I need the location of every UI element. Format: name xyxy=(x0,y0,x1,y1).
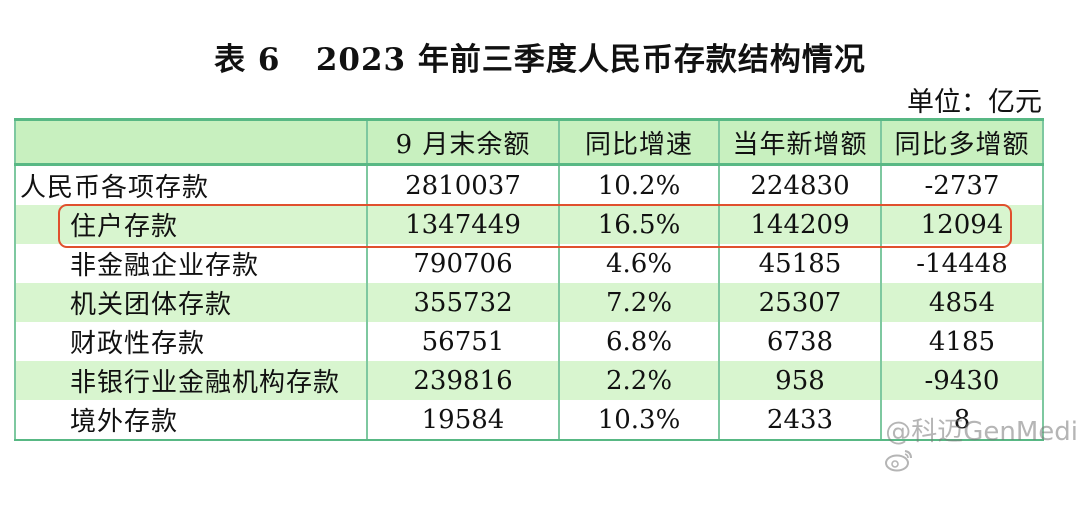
cell-balance: 1347449 xyxy=(366,205,560,244)
cell-yoy-more: 12094 xyxy=(880,205,1044,244)
header-new-increase: 当年新增额 xyxy=(718,118,882,166)
cell-yoy-growth: 6.8% xyxy=(558,322,720,361)
table-header-row: 9 月末余额 同比增速 当年新增额 同比多增额 xyxy=(14,118,1044,166)
row-label: 非银行业金融机构存款 xyxy=(14,361,368,400)
cell-new-increase: 224830 xyxy=(718,164,882,205)
header-balance: 9 月末余额 xyxy=(366,118,560,166)
cell-balance: 355732 xyxy=(366,283,560,322)
weibo-icon xyxy=(851,418,913,471)
header-category xyxy=(14,118,368,166)
cell-balance: 790706 xyxy=(366,244,560,283)
header-yoy-more: 同比多增额 xyxy=(880,118,1044,166)
cell-balance: 239816 xyxy=(366,361,560,400)
cell-yoy-growth: 10.2% xyxy=(558,164,720,205)
cell-yoy-growth: 4.6% xyxy=(558,244,720,283)
table-title: 表 6 2023 年前三季度人民币存款结构情况 xyxy=(214,42,866,78)
row-label: 住户存款 xyxy=(14,205,368,244)
cell-new-increase: 144209 xyxy=(718,205,882,244)
cell-yoy-more: 8 xyxy=(880,400,1044,441)
table-row-nonbank-financial: 非银行业金融机构存款 239816 2.2% 958 -9430 xyxy=(14,361,1044,400)
table-row-fiscal: 财政性存款 56751 6.8% 6738 4185 xyxy=(14,322,1044,361)
deposit-structure-table: 9 月末余额 同比增速 当年新增额 同比多增额 人民币各项存款 2810037 … xyxy=(14,118,1044,441)
cell-yoy-more: 4185 xyxy=(880,322,1044,361)
table-row-overseas: 境外存款 19584 10.3% 2433 8 xyxy=(14,400,1044,441)
row-label: 境外存款 xyxy=(14,400,368,441)
cell-new-increase: 6738 xyxy=(718,322,882,361)
watermark: @科迈GenMedi xyxy=(851,411,1078,471)
cell-new-increase: 958 xyxy=(718,361,882,400)
cell-new-increase: 45185 xyxy=(718,244,882,283)
cell-new-increase: 25307 xyxy=(718,283,882,322)
cell-yoy-growth: 10.3% xyxy=(558,400,720,441)
row-label: 财政性存款 xyxy=(14,322,368,361)
cell-yoy-more: 4854 xyxy=(880,283,1044,322)
cell-yoy-growth: 2.2% xyxy=(558,361,720,400)
cell-yoy-growth: 7.2% xyxy=(558,283,720,322)
unit-label: 单位：亿元 xyxy=(907,87,1042,118)
watermark-text: @科迈GenMedi xyxy=(885,417,1078,447)
row-label: 人民币各项存款 xyxy=(14,164,368,205)
table-row-household: 住户存款 1347449 16.5% 144209 12094 xyxy=(14,205,1044,244)
cell-yoy-more: -9430 xyxy=(880,361,1044,400)
cell-balance: 2810037 xyxy=(366,164,560,205)
header-yoy-growth: 同比增速 xyxy=(558,118,720,166)
table-row-nonfinancial-enterprise: 非金融企业存款 790706 4.6% 45185 -14448 xyxy=(14,244,1044,283)
cell-yoy-more: -2737 xyxy=(880,164,1044,205)
cell-yoy-growth: 16.5% xyxy=(558,205,720,244)
row-label: 非金融企业存款 xyxy=(14,244,368,283)
table-row-government-agencies: 机关团体存款 355732 7.2% 25307 4854 xyxy=(14,283,1044,322)
row-label: 机关团体存款 xyxy=(14,283,368,322)
table-row-total: 人民币各项存款 2810037 10.2% 224830 -2737 xyxy=(14,164,1044,205)
cell-balance: 19584 xyxy=(366,400,560,441)
cell-balance: 56751 xyxy=(366,322,560,361)
cell-yoy-more: -14448 xyxy=(880,244,1044,283)
cell-new-increase: 2433 xyxy=(718,400,882,441)
